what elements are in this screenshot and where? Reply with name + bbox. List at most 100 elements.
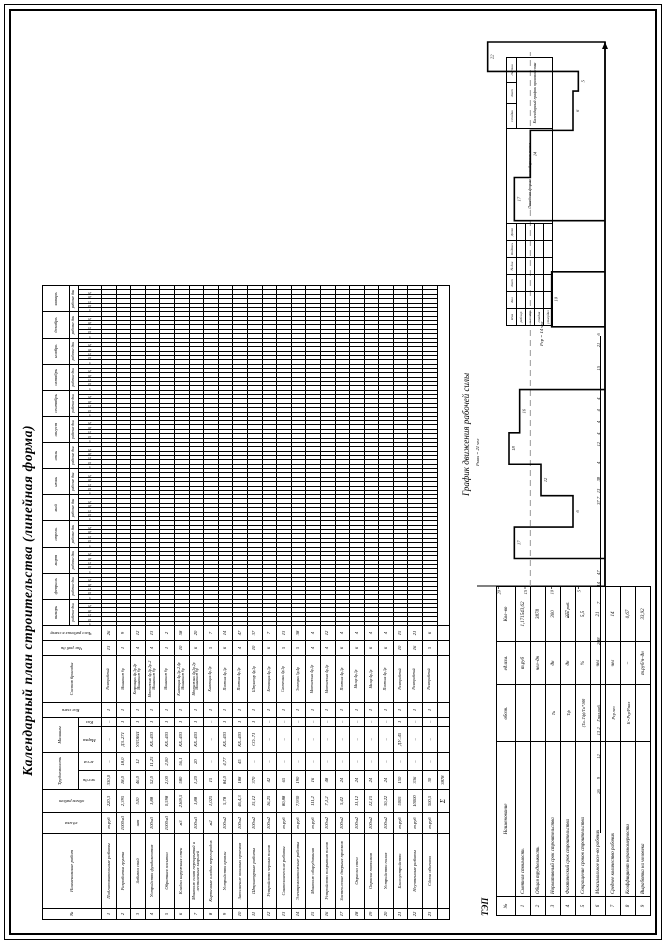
chart-cell — [335, 364, 350, 369]
chart-cell — [174, 298, 190, 304]
chart-cell — [364, 560, 379, 565]
chart-cell — [349, 298, 365, 304]
chart-cell — [305, 525, 321, 530]
chart-cell — [218, 346, 233, 352]
chart-cell — [305, 390, 321, 395]
chart-cell — [232, 521, 248, 526]
day-tick: 15 — [78, 324, 102, 330]
chart-cell — [364, 390, 379, 395]
chart-cell — [407, 442, 423, 447]
chart-cell — [130, 372, 146, 378]
chart-cell — [305, 372, 321, 378]
month-header-4: май — [42, 494, 70, 521]
mach-sub-0: Марка — [78, 726, 102, 753]
chart-cell — [247, 616, 263, 622]
chart-cell — [145, 346, 160, 352]
stamp-role: утвердил — [543, 308, 553, 326]
chart-cell — [378, 368, 394, 373]
col-head-unit: ед.изм — [42, 812, 102, 834]
chart-cell — [320, 351, 335, 356]
cell-days: 6 — [335, 640, 350, 656]
chart-cell — [145, 603, 160, 608]
chart-cell — [101, 472, 117, 478]
cell-mach-kol: 1 — [145, 717, 160, 727]
chart-cell — [116, 346, 131, 352]
chart-cell — [393, 577, 408, 582]
chart-cell — [189, 403, 204, 408]
chart-cell — [130, 594, 146, 600]
chart-cell — [305, 416, 321, 421]
cell-mach-kol: – — [349, 717, 365, 727]
chart-cell — [232, 529, 248, 534]
chart-cell — [407, 621, 423, 626]
chart-cell — [203, 529, 219, 534]
chart-cell — [320, 577, 335, 582]
chart-cell — [101, 338, 117, 343]
chart-cell — [174, 621, 190, 626]
chart-cell — [276, 464, 292, 469]
chart-cell — [305, 533, 321, 539]
chart-cell — [422, 481, 438, 487]
stamp-col-head-row: Изм Кол Лист № док Подпись Дата Линейная форма… — [506, 57, 553, 326]
chart-cell — [203, 285, 219, 290]
chart-cell — [407, 403, 423, 408]
chart-cell — [189, 521, 204, 526]
chart-cell — [335, 568, 350, 574]
chart-cell — [145, 494, 160, 499]
chart-cell — [189, 577, 204, 582]
chart-cell — [378, 490, 394, 495]
chart-cell — [116, 459, 131, 465]
chart-cell — [159, 607, 175, 613]
chart-cell — [422, 312, 438, 317]
chart-cell — [422, 573, 438, 578]
chart-cell — [101, 294, 117, 299]
chart-cell — [101, 621, 117, 626]
chart-cell — [320, 407, 335, 413]
chart-cell — [174, 538, 190, 543]
chart-cell — [378, 507, 394, 513]
month-header-0: январь — [42, 599, 70, 626]
chart-cell — [262, 551, 277, 556]
chart-cell — [145, 464, 160, 469]
chart-cell — [422, 446, 438, 452]
chart-cell — [305, 472, 321, 478]
chart-cell — [262, 616, 277, 622]
chart-cell — [276, 333, 292, 339]
chart-cell — [276, 612, 292, 617]
chart-cell — [422, 442, 438, 447]
chart-cell — [116, 512, 131, 517]
tep-col-head: ед.изм. — [496, 641, 516, 685]
chart-cell — [116, 359, 131, 365]
chart-cell — [349, 529, 365, 534]
chart-cell — [218, 542, 233, 548]
chart-cell — [203, 590, 219, 595]
chart-cell — [116, 599, 131, 604]
chart-cell — [407, 516, 423, 521]
chart-cell — [130, 303, 146, 308]
stamp-blank — [516, 257, 526, 275]
chart-cell — [174, 481, 190, 487]
chart-cell — [349, 455, 365, 460]
chart-cell — [145, 372, 160, 378]
cell-name: Сантехнические работы — [276, 833, 292, 909]
chart-cell — [159, 521, 175, 526]
chart-cell — [407, 346, 423, 352]
chart-cell — [320, 359, 335, 365]
cell-mach-kol: – — [320, 717, 335, 727]
chart-cell — [262, 294, 277, 299]
cell-labor-ms: – — [247, 752, 263, 771]
chart-cell — [145, 529, 160, 534]
day-tick: 10 — [78, 459, 102, 465]
chart-cell — [320, 490, 335, 495]
cell-shifts: 1 — [291, 702, 306, 718]
chart-cell — [407, 538, 423, 543]
chart-cell — [159, 560, 175, 565]
chart-cell — [174, 459, 190, 465]
chart-cell — [393, 412, 408, 417]
chart-cell — [335, 616, 350, 622]
cell-mach-mark: – — [378, 726, 394, 753]
chart-cell — [145, 538, 160, 543]
chart-cell — [203, 616, 219, 622]
chart-cell — [232, 503, 248, 508]
chart-cell — [335, 560, 350, 565]
